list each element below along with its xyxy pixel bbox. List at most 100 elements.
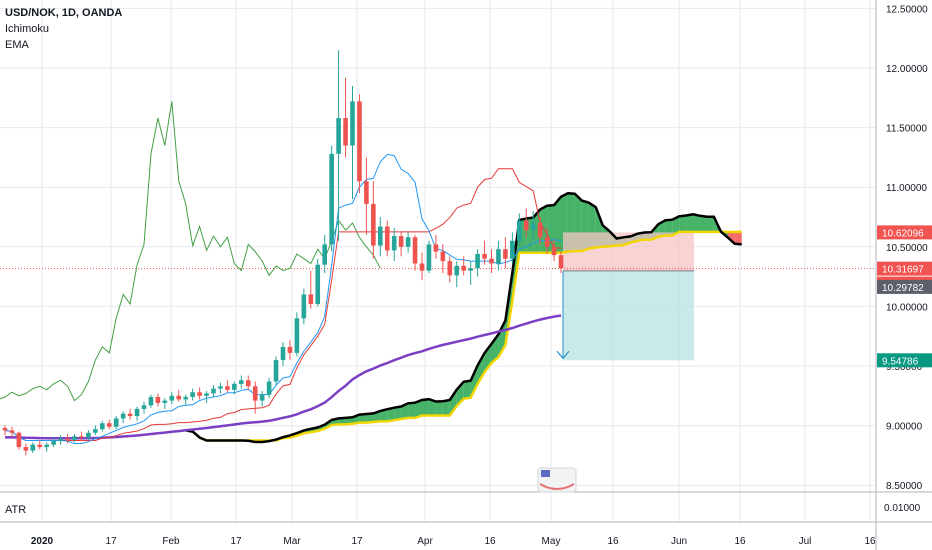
price-label-box xyxy=(877,279,932,294)
cloud-segment xyxy=(734,231,742,245)
candle-body xyxy=(551,246,557,256)
candle-body xyxy=(30,444,36,451)
candle-body xyxy=(378,226,383,246)
cloud-segment xyxy=(435,401,443,416)
cloud-segment xyxy=(345,417,353,425)
candle-body xyxy=(2,427,8,431)
price-label-box xyxy=(877,225,932,240)
candle-body xyxy=(134,408,140,417)
candle-body xyxy=(343,118,348,146)
candle-body xyxy=(239,380,244,384)
watermark-logo xyxy=(537,467,577,493)
x-tick-label: 17 xyxy=(230,536,242,547)
candle-body xyxy=(225,386,230,390)
candle-body xyxy=(259,394,265,401)
candle-body xyxy=(44,444,49,448)
candle-body xyxy=(482,253,487,259)
x-tick-label: Mar xyxy=(283,536,301,547)
candle-body xyxy=(211,388,216,394)
kijun-sen-line xyxy=(4,168,561,441)
candle-body xyxy=(440,251,446,262)
candle-body xyxy=(357,101,362,182)
candle-body xyxy=(523,220,529,231)
candle-body xyxy=(23,447,29,451)
candle-body xyxy=(350,101,355,146)
x-tick-label: 17 xyxy=(351,536,363,547)
candle-body xyxy=(266,381,272,395)
candle-body xyxy=(287,346,293,353)
symbol-title[interactable]: USD/NOK, 1D, OANDA xyxy=(5,7,123,19)
cloud-segment xyxy=(408,402,416,418)
y-tick-label: 12.50000 xyxy=(886,4,928,15)
y-tick-label: 8.50000 xyxy=(886,481,923,492)
candle-body xyxy=(537,222,543,238)
candle-body xyxy=(322,244,327,265)
x-tick-label: Feb xyxy=(162,536,180,547)
indicator-ichimoku-label[interactable]: Ichimoku xyxy=(5,23,50,35)
candle-body xyxy=(204,393,209,396)
cloud-segment xyxy=(394,406,402,421)
y-tick-label: 9.50000 xyxy=(886,362,923,373)
candle-body xyxy=(315,264,321,305)
candle-body xyxy=(280,346,286,361)
y-tick-label: 10.50000 xyxy=(886,243,928,254)
y-tick-label: 9.00000 xyxy=(886,422,923,433)
candle-body xyxy=(391,236,397,251)
cloud-segment xyxy=(693,214,700,232)
price-label-text: 10.31697 xyxy=(882,265,924,276)
x-tick-label: Jun xyxy=(671,536,687,547)
candle-body xyxy=(384,226,390,251)
candle-body xyxy=(51,441,56,445)
candle-body xyxy=(301,294,307,319)
candle-body xyxy=(412,237,418,264)
atr-pane-label[interactable]: ATR xyxy=(5,504,27,516)
grid xyxy=(0,0,876,522)
candle-body xyxy=(364,181,369,204)
cloud-segment xyxy=(477,352,485,384)
chikou-span-line xyxy=(0,101,381,402)
cloud-segment xyxy=(463,380,471,399)
candle-body xyxy=(100,423,105,430)
candle-body xyxy=(127,413,133,417)
cloud-segment xyxy=(491,334,499,364)
x-tick-label: 16 xyxy=(864,536,876,547)
cloud-segment xyxy=(442,399,450,416)
cloud-segment xyxy=(401,403,409,420)
candle-body xyxy=(232,383,237,390)
candle-body xyxy=(190,392,195,397)
candle-body xyxy=(489,258,494,264)
indicator-ema-label[interactable]: EMA xyxy=(5,39,29,51)
short-position-tool[interactable] xyxy=(0,232,876,361)
candle-body xyxy=(86,432,91,438)
x-tick-label: Apr xyxy=(417,536,433,547)
target-zone xyxy=(563,270,694,361)
candle-body xyxy=(503,249,508,259)
candle-body xyxy=(468,268,473,271)
x-tick-label: Jul xyxy=(799,536,812,547)
cloud-segment xyxy=(700,215,707,232)
candle-body xyxy=(405,237,411,247)
y-tick-label: 12.00000 xyxy=(886,64,928,75)
cloud-segment xyxy=(679,215,687,232)
candle-body xyxy=(169,395,175,401)
x-tick-label: May xyxy=(542,536,561,547)
candle-body xyxy=(475,253,480,269)
candle-body xyxy=(433,244,439,252)
cloud-segment xyxy=(665,219,673,236)
cloud-segment xyxy=(422,399,429,416)
candle-body xyxy=(16,432,22,448)
candle-body xyxy=(447,261,453,276)
candle-body xyxy=(273,360,279,382)
projection-arrow xyxy=(556,350,570,360)
candlestick-series xyxy=(2,50,564,456)
candle-body xyxy=(454,265,460,276)
price-label-box xyxy=(877,261,932,276)
candle-body xyxy=(72,436,77,440)
y-tick-label: 10.00000 xyxy=(886,302,928,313)
x-tick-label: 16 xyxy=(607,536,619,547)
candle-body xyxy=(329,153,334,245)
candle-body xyxy=(113,418,119,427)
candle-body xyxy=(245,380,251,387)
price-label-text: 10.62096 xyxy=(882,228,924,239)
